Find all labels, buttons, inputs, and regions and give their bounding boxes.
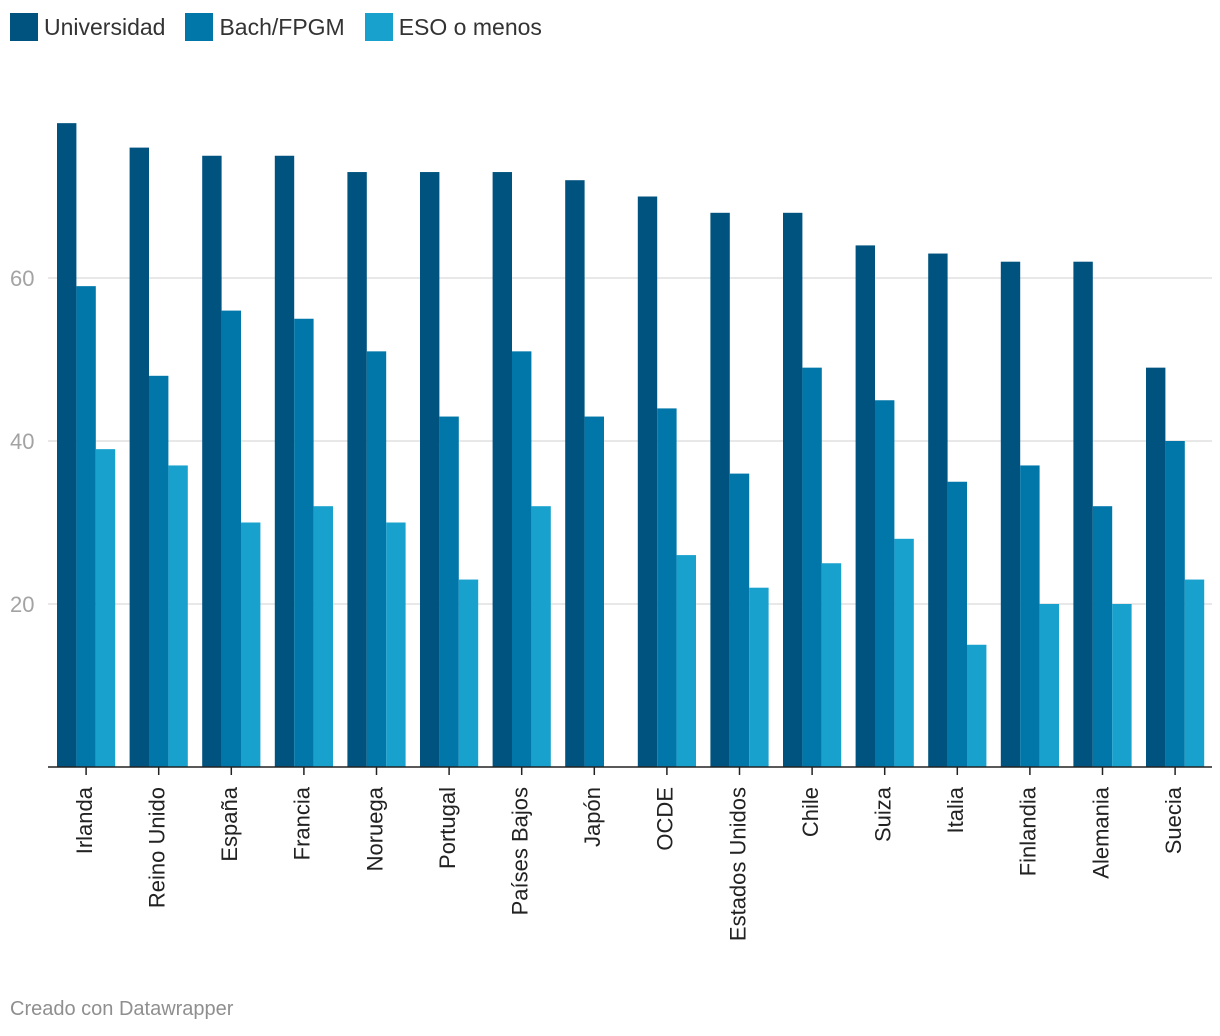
bar-estados-unidos-universidad	[710, 212, 730, 768]
bar-portugal-universidad	[420, 172, 440, 768]
bar-noruega-eso-o-menos	[386, 522, 406, 767]
x-tick-label-finlandia: Finlandia	[1016, 786, 1041, 876]
bar-chile-universidad	[783, 212, 803, 768]
legend-item-universidad: Universidad	[10, 13, 165, 41]
bar-estados-unidos-bach-fpgm	[729, 473, 750, 767]
x-axis: Irlanda Reino Unido España Francia Noruega Po…	[48, 766, 1212, 941]
legend-swatch-bach-fpgm	[185, 13, 214, 41]
bar-italia-eso-o-menos	[967, 644, 987, 767]
bar-espana-universidad	[202, 155, 222, 767]
bar-italia-bach-fpgm	[947, 481, 967, 767]
bar-noruega-bach-fpgm	[366, 351, 387, 767]
bar-espana-eso-o-menos	[241, 522, 261, 767]
legend-label-universidad: Universidad	[44, 13, 166, 40]
x-tick-label-suecia: Suecia	[1161, 786, 1186, 854]
bar-reino-unido-eso-o-menos	[168, 465, 188, 767]
bars	[57, 123, 1205, 768]
y-tick-label-60: 60	[10, 266, 34, 291]
y-tick-label-20: 20	[10, 592, 34, 617]
x-tick-label-paises-bajos: Países Bajos	[508, 787, 533, 915]
bar-suecia-bach-fpgm	[1165, 441, 1185, 767]
bar-suiza-universidad	[855, 245, 875, 767]
x-tick-label-reino-unido: Reino Unido	[145, 787, 170, 908]
bar-finlandia-bach-fpgm	[1020, 465, 1040, 767]
bar-suiza-bach-fpgm	[875, 400, 895, 767]
x-tick-label-japon: Japón	[580, 787, 605, 847]
bar-italia-universidad	[928, 253, 948, 768]
legend-item-bach-fpgm: Bach/FPGM	[185, 13, 345, 41]
legend-swatch-eso-o-menos	[364, 13, 393, 41]
legend-label-bach-fpgm: Bach/FPGM	[219, 13, 345, 40]
bar-portugal-bach-fpgm	[439, 416, 459, 767]
bar-ocde-universidad	[637, 196, 658, 767]
x-tick-label-francia: Francia	[290, 786, 315, 860]
y-tick-label-40: 40	[10, 429, 34, 454]
legend: Universidad Bach/FPGM ESO o menos	[10, 12, 562, 42]
bar-japon-universidad	[565, 180, 585, 767]
bar-alemania-eso-o-menos	[1112, 604, 1132, 767]
x-tick-label-chile: Chile	[798, 787, 823, 837]
legend-swatch-universidad	[10, 13, 38, 41]
x-tick-label-estados-unidos: Estados Unidos	[725, 787, 750, 941]
bar-irlanda-bach-fpgm	[76, 286, 96, 767]
legend-item-eso-o-menos: ESO o menos	[364, 13, 542, 41]
x-tick-label-suiza: Suiza	[871, 786, 896, 842]
x-tick-label-portugal: Portugal	[435, 787, 460, 869]
bar-suiza-eso-o-menos	[894, 538, 914, 767]
bar-portugal-eso-o-menos	[458, 579, 479, 767]
bar-noruega-universidad	[347, 172, 367, 768]
x-tick-label-alemania: Alemania	[1088, 786, 1113, 878]
bar-finlandia-eso-o-menos	[1039, 604, 1059, 767]
bar-japon-bach-fpgm	[584, 416, 604, 767]
bar-chile-bach-fpgm	[802, 367, 822, 767]
bar-irlanda-universidad	[57, 123, 77, 767]
bar-irlanda-eso-o-menos	[95, 449, 116, 767]
bar-reino-unido-universidad	[129, 147, 149, 768]
x-tick-label-espana: España	[217, 786, 242, 861]
bar-ocde-eso-o-menos	[676, 555, 696, 767]
bar-paises-bajos-bach-fpgm	[512, 351, 532, 767]
bar-alemania-bach-fpgm	[1092, 506, 1113, 767]
bar-finlandia-universidad	[1000, 261, 1021, 767]
bar-suecia-eso-o-menos	[1184, 579, 1205, 767]
bar-alemania-universidad	[1073, 261, 1093, 767]
bar-espana-bach-fpgm	[221, 310, 241, 767]
x-tick-label-ocde: OCDE	[653, 787, 678, 851]
bar-francia-universidad	[274, 155, 295, 767]
x-tick-label-noruega: Noruega	[362, 786, 387, 871]
bar-reino-unido-bach-fpgm	[149, 375, 169, 767]
bar-ocde-bach-fpgm	[657, 408, 677, 767]
footer-credit: Creado con Datawrapper	[10, 998, 234, 1020]
bar-suecia-universidad	[1146, 367, 1166, 767]
bar-estados-unidos-eso-o-menos	[749, 587, 769, 767]
bar-francia-eso-o-menos	[313, 506, 333, 767]
bar-chile-eso-o-menos	[821, 563, 842, 767]
bar-paises-bajos-universidad	[492, 172, 512, 768]
x-tick-label-irlanda: Irlanda	[72, 786, 97, 854]
bar-paises-bajos-eso-o-menos	[531, 506, 551, 767]
x-tick-label-italia: Italia	[943, 786, 968, 833]
legend-label-eso-o-menos: ESO o menos	[398, 13, 542, 40]
bar-francia-bach-fpgm	[294, 318, 314, 767]
